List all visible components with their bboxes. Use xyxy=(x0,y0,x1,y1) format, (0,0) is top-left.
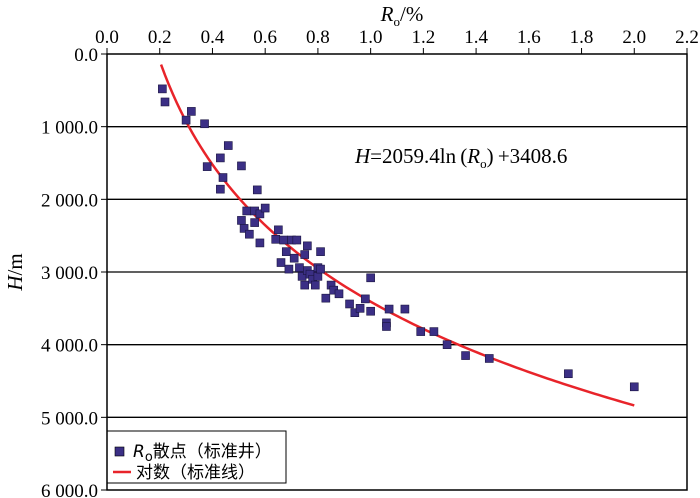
x-tick-label: 0.8 xyxy=(306,27,330,48)
scatter-point xyxy=(429,327,439,336)
equation-annotation: H=2059.4ln (Ro) +3408.6 xyxy=(354,144,567,171)
y-axis-title: H/m xyxy=(3,253,27,291)
legend-scatter-marker xyxy=(114,446,125,457)
y-axis-ticks: 0.0 1 000.0 2 000.0 3 000.0 4 000.0 5 000.0 6 … xyxy=(41,45,107,498)
x-tick-label: 2.0 xyxy=(622,27,646,48)
scatter-point xyxy=(260,203,270,213)
scatter-point xyxy=(382,322,391,331)
y-tick-label: 4 000.0 xyxy=(41,336,98,357)
scatter-point xyxy=(181,115,191,125)
scatter-point xyxy=(216,184,225,194)
scatter-point xyxy=(321,293,331,303)
x-tick-label: 1.6 xyxy=(517,27,541,48)
scatter-point xyxy=(366,306,375,316)
legend-line-label: 对数（标准线） xyxy=(136,463,255,483)
scatter-point xyxy=(350,308,360,317)
scatter-point xyxy=(187,107,196,116)
scatter-point xyxy=(274,225,283,235)
scatter-point xyxy=(416,327,426,336)
x-tick-label: 0.0 xyxy=(95,27,119,48)
scatter-point xyxy=(629,382,639,392)
scatter-point xyxy=(239,224,249,233)
scatter-point xyxy=(334,289,344,299)
scatter-point xyxy=(250,218,259,227)
scatter-point xyxy=(281,247,291,256)
scatter-point xyxy=(300,250,310,259)
scatter-point xyxy=(218,173,228,182)
x-axis-ticks: 0.0 0.2 0.4 0.6 0.8 1.0 1.2 1.4 1.6 1.8 2.0 2.2 xyxy=(95,27,699,54)
scatter-point xyxy=(245,229,254,239)
scatter-point xyxy=(295,263,304,272)
scatter-point xyxy=(255,238,265,248)
scatter-point xyxy=(564,369,573,379)
scatter-point xyxy=(366,273,375,283)
scatter-point xyxy=(292,235,302,245)
scatter-point xyxy=(442,340,452,349)
plot-frame xyxy=(106,53,688,491)
scatter-point xyxy=(310,280,320,290)
scatter-point xyxy=(223,141,233,150)
x-tick-label: 1.4 xyxy=(464,27,488,48)
scatter-points xyxy=(158,84,639,392)
y-tick-label: 6 000.0 xyxy=(41,481,98,498)
log-fit-line xyxy=(159,64,635,407)
y-tick-label: 0.0 xyxy=(74,45,98,66)
x-tick-label: 0.4 xyxy=(201,27,225,48)
scatter-point xyxy=(303,241,312,251)
x-tick-label: 2.2 xyxy=(675,27,699,48)
scatter-point xyxy=(279,235,288,245)
x-tick-label: 0.6 xyxy=(253,27,277,48)
legend: Ro散点（标准井） 对数（标准线） xyxy=(106,430,287,484)
scatter-point xyxy=(345,299,354,309)
scatter-point xyxy=(271,235,281,244)
legend-scatter-label: Ro散点（标准井） xyxy=(133,442,272,465)
gridlines xyxy=(107,126,687,418)
scatter-point xyxy=(237,216,246,225)
x-tick-label: 1.2 xyxy=(411,27,435,48)
x-tick-label: 0.2 xyxy=(148,27,172,48)
x-axis-title: Ro/% xyxy=(380,2,424,29)
scatter-point xyxy=(384,304,394,314)
scatter-point xyxy=(237,161,246,171)
x-tick-label: 1.0 xyxy=(359,27,383,48)
scatter-point xyxy=(200,119,209,129)
scatter-point xyxy=(255,209,265,219)
scatter-point xyxy=(252,185,262,195)
scatter-point xyxy=(484,354,494,363)
y-tick-label: 1 000.0 xyxy=(41,118,98,139)
x-tick-label: 1.8 xyxy=(570,27,594,48)
scatter-point xyxy=(289,253,299,263)
scatter-point xyxy=(355,304,365,313)
scatter-point xyxy=(202,162,212,171)
scatter-point xyxy=(316,264,325,274)
scatter-point xyxy=(158,84,167,94)
y-tick-label: 2 000.0 xyxy=(41,190,98,211)
scatter-point xyxy=(461,351,470,360)
y-tick-label: 5 000.0 xyxy=(41,408,98,429)
scatter-point xyxy=(300,280,310,290)
scatter-point xyxy=(316,247,325,256)
y-tick-label: 3 000.0 xyxy=(41,263,98,284)
scatter-point xyxy=(276,258,286,267)
scatter-point xyxy=(313,272,323,281)
scatter-point xyxy=(400,304,410,314)
scatter-point xyxy=(242,206,252,216)
scatter-point xyxy=(160,97,170,107)
scatter-point xyxy=(361,294,370,304)
scatter-point xyxy=(284,264,294,274)
scatter-point xyxy=(216,153,225,163)
